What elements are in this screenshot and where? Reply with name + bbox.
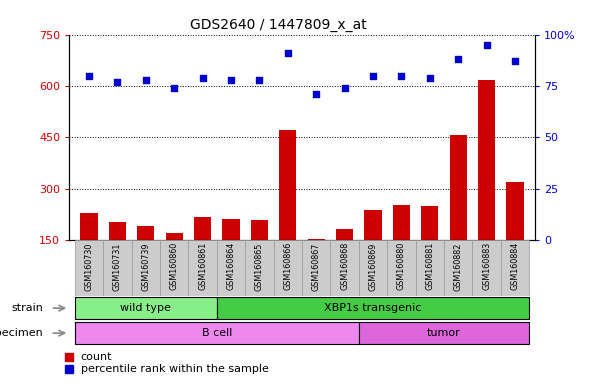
Bar [359, 240, 387, 296]
Text: GSM160869: GSM160869 [368, 242, 377, 291]
Text: GSM160861: GSM160861 [198, 242, 207, 290]
Bar [166, 233, 183, 240]
Text: strain: strain [11, 303, 43, 313]
Point [226, 77, 236, 83]
Text: GSM160883: GSM160883 [482, 242, 491, 290]
Point [311, 91, 321, 97]
Bar [416, 240, 444, 296]
Text: GSM160864: GSM160864 [227, 242, 236, 290]
Bar [188, 240, 217, 296]
Bar [75, 322, 359, 344]
Text: GSM160868: GSM160868 [340, 242, 349, 290]
Text: GSM160731: GSM160731 [113, 242, 122, 291]
Point [482, 42, 492, 48]
Point [425, 74, 435, 81]
Bar [279, 130, 296, 240]
Title: GDS2640 / 1447809_x_at: GDS2640 / 1447809_x_at [191, 18, 367, 32]
Bar [336, 229, 353, 240]
Bar [137, 226, 154, 240]
Point [510, 58, 520, 65]
Bar [507, 182, 523, 240]
Point [340, 85, 349, 91]
Text: XBP1s transgenic: XBP1s transgenic [325, 303, 422, 313]
Point [255, 77, 264, 83]
Text: wild type: wild type [120, 303, 171, 313]
Text: percentile rank within the sample: percentile rank within the sample [81, 364, 269, 374]
Point [453, 56, 463, 62]
Bar [444, 240, 472, 296]
Point [84, 73, 94, 79]
Text: GSM160865: GSM160865 [255, 242, 264, 291]
Text: GSM160884: GSM160884 [510, 242, 519, 290]
Text: GSM160880: GSM160880 [397, 242, 406, 290]
Bar [302, 240, 331, 296]
Text: tumor: tumor [427, 328, 461, 338]
Bar [478, 80, 495, 240]
Point [368, 73, 378, 79]
Bar [109, 222, 126, 240]
Text: GSM160739: GSM160739 [141, 242, 150, 291]
Bar [421, 207, 438, 240]
Point [141, 77, 151, 83]
Point [112, 79, 122, 85]
Bar [472, 240, 501, 296]
Bar [251, 220, 268, 240]
Bar [331, 240, 359, 296]
Bar [217, 240, 245, 296]
Bar [160, 240, 188, 296]
Bar [245, 240, 273, 296]
Text: GSM160730: GSM160730 [85, 242, 94, 291]
Bar [194, 217, 211, 240]
Point [198, 74, 207, 81]
Bar [222, 219, 240, 240]
Text: GSM160866: GSM160866 [283, 242, 292, 290]
Bar [217, 297, 529, 319]
Bar [273, 240, 302, 296]
Bar [308, 239, 325, 240]
Point [283, 50, 293, 56]
Bar [75, 297, 217, 319]
Bar [359, 322, 529, 344]
Text: B cell: B cell [201, 328, 232, 338]
Text: GSM160867: GSM160867 [312, 242, 321, 291]
Point [169, 85, 179, 91]
Bar [450, 134, 467, 240]
Text: specimen: specimen [0, 328, 43, 338]
Bar [364, 210, 382, 240]
Bar [75, 240, 103, 296]
Bar [81, 213, 97, 240]
Bar [103, 240, 132, 296]
Text: GSM160882: GSM160882 [454, 242, 463, 291]
Bar [387, 240, 416, 296]
Bar [501, 240, 529, 296]
Bar [132, 240, 160, 296]
Point [397, 73, 406, 79]
Text: count: count [81, 352, 112, 362]
Bar [393, 205, 410, 240]
Text: GSM160881: GSM160881 [426, 242, 435, 290]
Text: GSM160860: GSM160860 [169, 242, 178, 290]
